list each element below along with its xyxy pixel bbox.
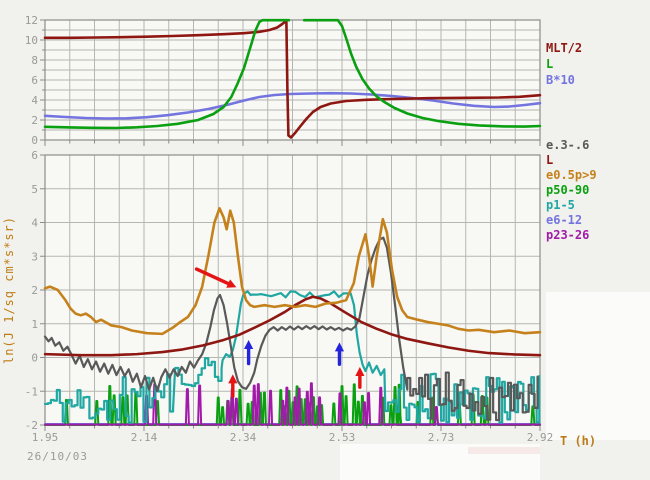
x-tick-label: 2.53 (329, 431, 356, 444)
y-tick-label: 4 (31, 94, 38, 107)
x-axis-title: T (h) (560, 434, 597, 448)
y-tick-label: 0 (31, 352, 38, 365)
legend-mlt-2: MLT/2 (546, 41, 582, 55)
axes: -2 -1 0 1 2 3 4 5 6 1.95 2.14 2.34 2.53 2.73 2.92 (25, 149, 554, 444)
series-e.3-.6 (43, 236, 539, 422)
y-tick-label: 5 (31, 183, 38, 196)
legend-l: L (546, 57, 553, 71)
y-tick-label: -2 (25, 419, 38, 432)
legend-e6-12: e6-12 (546, 213, 582, 227)
y-tick-label: 4 (31, 217, 38, 230)
legend-p1-5: p1-5 (546, 198, 575, 212)
top-panel: 0 2 4 6 8 10 12 MLT/2 L B*10 (25, 14, 582, 147)
y-tick-label: 6 (31, 149, 38, 162)
y-tick-label: -1 (25, 385, 38, 398)
y-tick-label: 0 (31, 134, 38, 147)
series-l (43, 18, 542, 130)
y-tick-label: 6 (31, 74, 38, 87)
y-tick-label: 2 (31, 114, 38, 127)
legend-p50-90: p50-90 (546, 183, 589, 197)
legend-e.3-.6: e.3-.6 (546, 138, 589, 152)
legend-p23-26: p23-26 (546, 228, 589, 242)
series-l (43, 295, 542, 357)
y-tick-label: 10 (25, 34, 38, 47)
bottom-panel: -2 -1 0 1 2 3 4 5 6 1.95 2.14 2.34 2.53 2.73 2.92 e.3-.… (25, 138, 597, 444)
annotation-red-up-arrow-2 (355, 366, 365, 389)
annotation-blue-up-arrow-1 (244, 339, 254, 366)
x-tick-label: 2.73 (428, 431, 455, 444)
y-tick-label: 3 (31, 250, 38, 263)
annotation-blue-up-arrow-2 (334, 342, 345, 366)
annotation-red-up-arrow-1 (228, 374, 238, 399)
series-p23-26 (44, 382, 541, 426)
series-e0.5p-9 (43, 207, 542, 336)
y-tick-label: 1 (31, 318, 38, 331)
date-label: 26/10/03 (27, 450, 88, 463)
x-tick-label: 2.34 (230, 431, 257, 444)
x-tick-label: 2.14 (131, 431, 158, 444)
y-axis-title: ln(J 1/sq cm*s*sr) (2, 215, 16, 365)
legend-b-10: B*10 (546, 73, 575, 87)
series-b-10 (43, 91, 542, 120)
annotation-red-diagonal-arrow (194, 267, 237, 288)
y-tick-label: 12 (25, 14, 38, 27)
y-tick-label: 8 (31, 54, 38, 67)
series-mlt-2 (43, 19, 542, 139)
y-tick-label: 2 (31, 284, 38, 297)
series-p1-5 (43, 290, 541, 424)
plot-border (44, 19, 541, 141)
x-tick-label: 2.92 (527, 431, 554, 444)
legend-l: L (546, 153, 553, 167)
legend-e0.5p-9: e0.5p>9 (546, 168, 597, 182)
gridlines (44, 154, 541, 426)
x-tick-label: 1.95 (32, 431, 59, 444)
